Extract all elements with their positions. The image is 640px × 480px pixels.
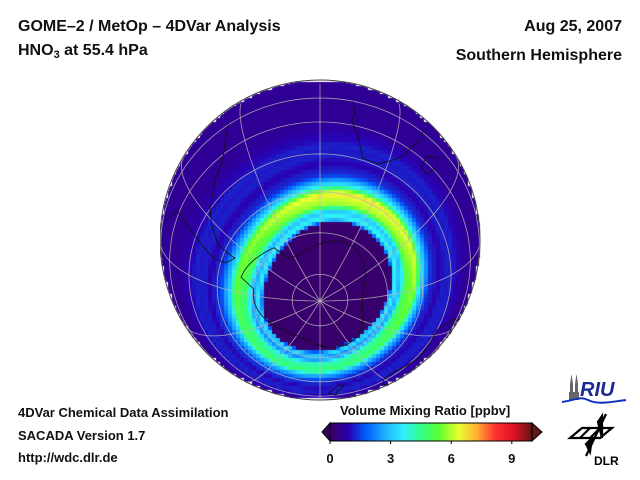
longitude-line xyxy=(319,103,401,302)
madagascar-coastline xyxy=(421,155,439,175)
africa-coastline xyxy=(351,101,423,165)
colorbar-tick-label: 3 xyxy=(386,451,395,466)
riu-logo-text: RIU xyxy=(580,379,615,401)
colorbar-tick-label: 6 xyxy=(447,451,455,466)
colorbar-max-arrow xyxy=(531,421,543,443)
river-wave-icon xyxy=(562,397,627,404)
longitude-line xyxy=(319,300,396,383)
new-zealand-coastline xyxy=(327,384,345,396)
longitude-line xyxy=(180,156,321,302)
longitude-line xyxy=(320,239,481,302)
species-formula: HNO xyxy=(18,42,54,59)
dlr-logo-text: DLR xyxy=(594,454,619,468)
cathedral-icon xyxy=(569,374,579,400)
longitude-line xyxy=(184,300,321,337)
colorbar xyxy=(321,421,543,444)
south-america-coastline xyxy=(165,124,236,264)
title-instrument: GOME–2 / MetOp – 4DVar Analysis xyxy=(18,18,281,35)
longitude-line xyxy=(160,239,320,302)
species-subscript: 3 xyxy=(53,49,60,61)
colorbar-tick-label: 9 xyxy=(508,451,516,466)
longitude-line xyxy=(319,300,456,337)
longitude-line xyxy=(244,300,321,383)
antarctica-coastline xyxy=(240,240,366,348)
colorbar-min-arrow xyxy=(321,421,331,443)
graticule-overlay xyxy=(160,79,481,401)
footer-url[interactable]: http://wdc.dlr.de xyxy=(18,450,118,465)
hno3-field xyxy=(160,78,482,402)
riu-logo: RIU xyxy=(562,374,627,404)
title-species: HNO3 at 55.4 hPa xyxy=(18,42,148,61)
footer-version: SACADA Version 1.7 xyxy=(18,428,146,443)
region-label: Southern Hemisphere xyxy=(455,47,622,64)
colorbar-tick-label: 0 xyxy=(326,451,334,466)
australia-coastline xyxy=(382,317,457,386)
dlr-emblem-icon xyxy=(566,412,616,457)
globe-outline xyxy=(160,79,481,401)
longitude-line xyxy=(239,103,321,302)
longitude-line xyxy=(319,156,460,302)
colorbar-title: Volume Mixing Ratio [ppbv] xyxy=(340,403,511,418)
dlr-logo: DLR xyxy=(566,412,619,468)
date-label: Aug 25, 2007 xyxy=(524,18,622,35)
footer-assimilation: 4DVar Chemical Data Assimilation xyxy=(18,405,229,420)
globe-map xyxy=(160,78,482,402)
colorbar-gradient xyxy=(329,422,533,442)
species-level: at 55.4 hPa xyxy=(59,42,148,59)
